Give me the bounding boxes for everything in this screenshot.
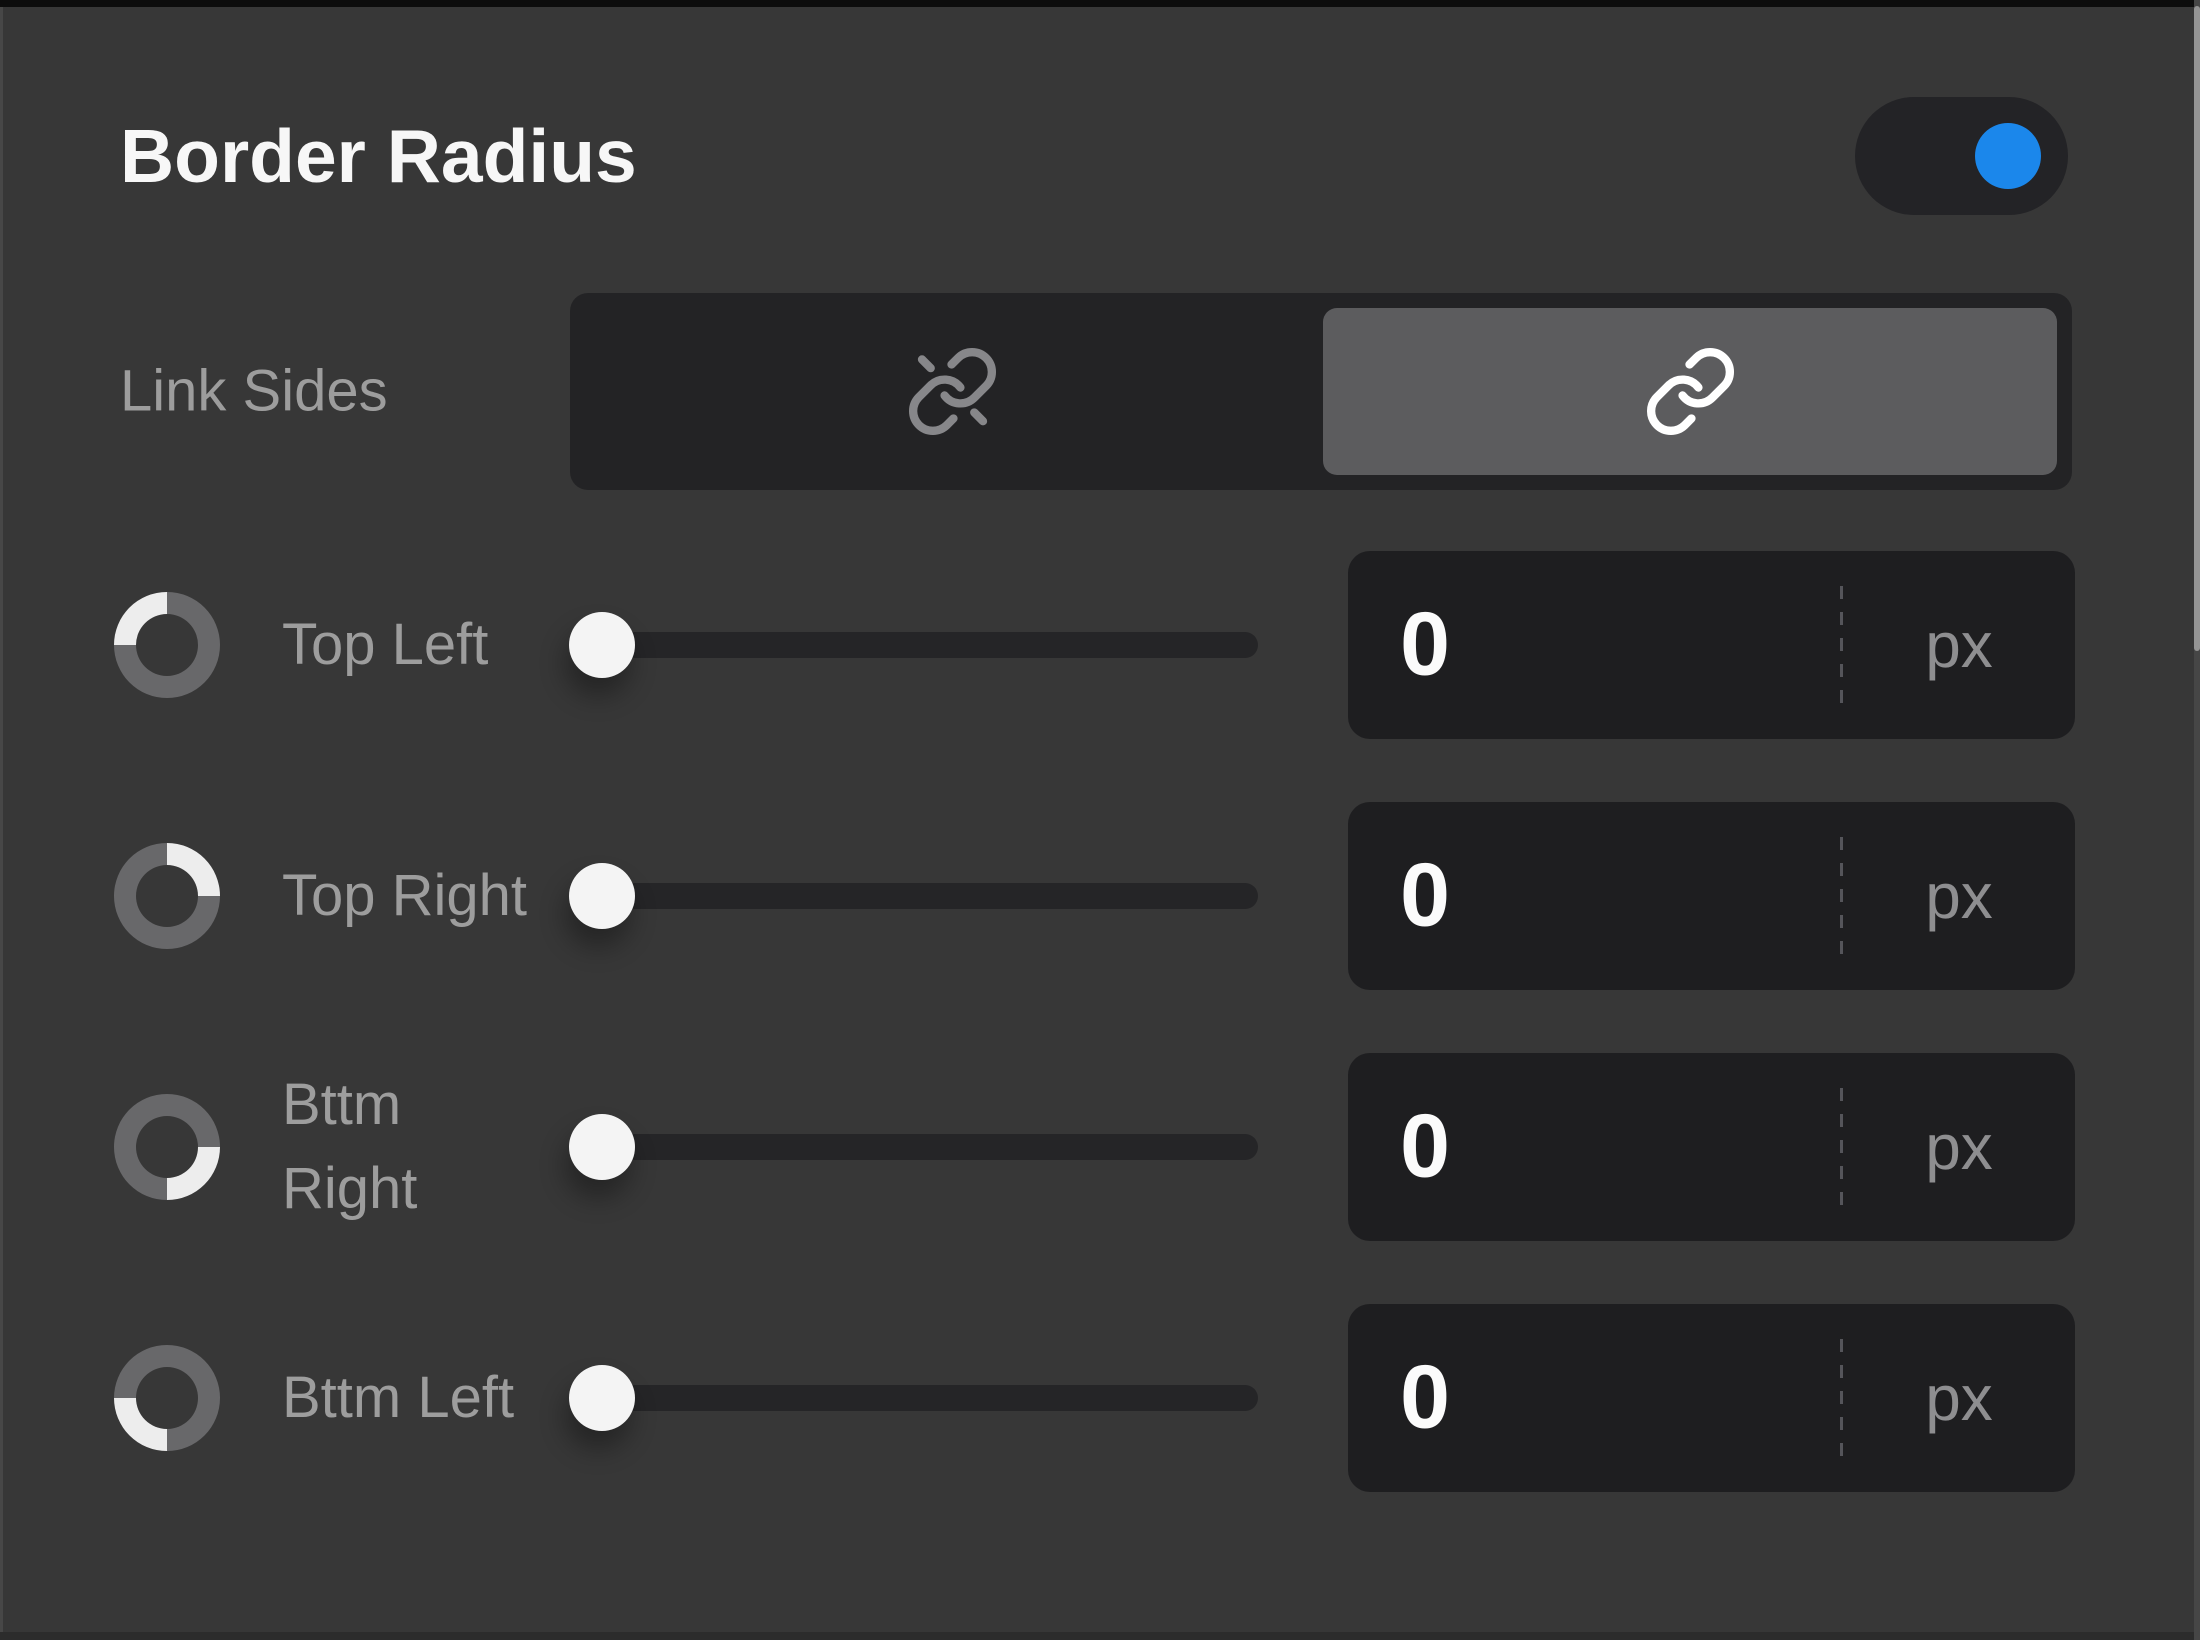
radius-unit-label: px bbox=[1925, 1111, 1993, 1183]
radius-unit-label: px bbox=[1925, 1362, 1993, 1434]
corner-rows: Top Left 0 px Top Right 0 px bbox=[0, 551, 2200, 1555]
panel-left-edge bbox=[0, 0, 3, 1640]
scrollbar-thumb[interactable] bbox=[2194, 6, 2200, 651]
corner-label: Bttm Right bbox=[282, 1072, 418, 1221]
input-divider bbox=[1840, 837, 1843, 955]
corner-label: Bttm Left bbox=[282, 1365, 515, 1430]
corner-row: Top Right 0 px bbox=[0, 802, 2200, 990]
corner-row: Bttm Left 0 px bbox=[0, 1304, 2200, 1492]
radius-slider[interactable] bbox=[569, 1053, 1258, 1241]
unlink-sides-button[interactable] bbox=[585, 308, 1319, 475]
border-radius-toggle[interactable] bbox=[1855, 97, 2068, 215]
corner-label: Top Left bbox=[282, 612, 489, 677]
link-sides-segmented-control bbox=[570, 293, 2072, 490]
radius-input-box: 0 px bbox=[1348, 551, 2075, 739]
scrollbar[interactable] bbox=[2194, 0, 2200, 1640]
input-divider bbox=[1840, 586, 1843, 704]
input-divider bbox=[1840, 1088, 1843, 1206]
panel-bottom-edge bbox=[0, 1632, 2200, 1640]
radius-value-input[interactable]: 0 bbox=[1400, 845, 1451, 946]
link-sides-button[interactable] bbox=[1323, 308, 2057, 475]
slider-thumb[interactable] bbox=[569, 612, 635, 678]
slider-track[interactable] bbox=[572, 632, 1258, 658]
broken-link-icon bbox=[908, 348, 996, 435]
corner-row: Top Left 0 px bbox=[0, 551, 2200, 739]
corner-row: Bttm Right 0 px bbox=[0, 1053, 2200, 1241]
corner-quadrant-icon bbox=[114, 592, 220, 698]
slider-track[interactable] bbox=[572, 1134, 1258, 1160]
page-title: Border Radius bbox=[120, 114, 637, 198]
slider-thumb[interactable] bbox=[569, 1365, 635, 1431]
radius-slider[interactable] bbox=[569, 802, 1258, 990]
corner-quadrant-icon bbox=[114, 1345, 220, 1451]
corner-quadrant-icon bbox=[114, 843, 220, 949]
radius-input-box: 0 px bbox=[1348, 1304, 2075, 1492]
link-icon bbox=[1646, 348, 1734, 435]
input-divider bbox=[1840, 1339, 1843, 1457]
toggle-knob-icon[interactable] bbox=[1975, 123, 2041, 189]
radius-value-input[interactable]: 0 bbox=[1400, 594, 1451, 695]
slider-thumb[interactable] bbox=[569, 863, 635, 929]
radius-slider[interactable] bbox=[569, 551, 1258, 739]
radius-unit-label: px bbox=[1925, 609, 1993, 681]
slider-track[interactable] bbox=[572, 1385, 1258, 1411]
radius-unit-label: px bbox=[1925, 860, 1993, 932]
slider-thumb[interactable] bbox=[569, 1114, 635, 1180]
radius-input-box: 0 px bbox=[1348, 802, 2075, 990]
radius-value-input[interactable]: 0 bbox=[1400, 1347, 1451, 1448]
corner-quadrant-icon bbox=[114, 1094, 220, 1200]
panel-top-border bbox=[0, 0, 2200, 7]
radius-value-input[interactable]: 0 bbox=[1400, 1096, 1451, 1197]
radius-input-box: 0 px bbox=[1348, 1053, 2075, 1241]
link-sides-label: Link Sides bbox=[120, 358, 388, 424]
radius-slider[interactable] bbox=[569, 1304, 1258, 1492]
corner-label: Top Right bbox=[282, 863, 528, 928]
slider-track[interactable] bbox=[572, 883, 1258, 909]
